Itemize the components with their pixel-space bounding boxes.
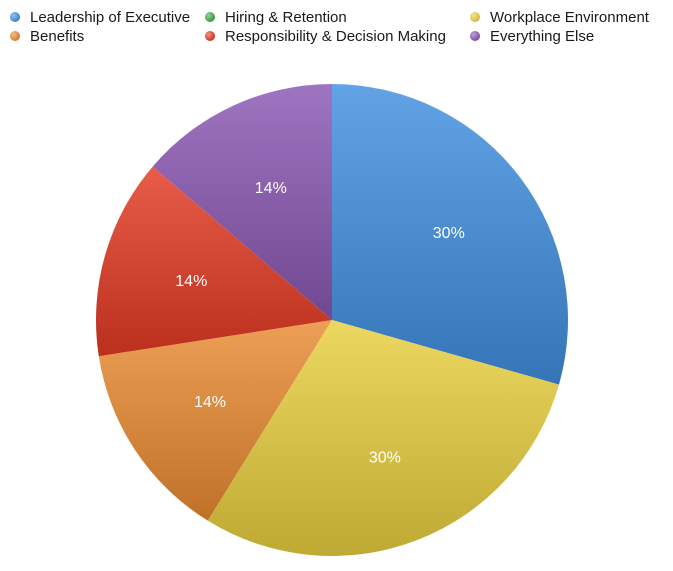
legend-label-workplace-environment: Workplace Environment — [490, 9, 650, 26]
legend-marker-leadership-of-executive — [10, 12, 20, 22]
slice-workplace-environment — [207, 320, 559, 556]
legend-label-leadership-of-executive: Leadership of Executive — [30, 9, 190, 26]
slice-label-responsibility-and-decision-making: 14% — [175, 273, 207, 290]
legend-marker-workplace-environment — [470, 12, 480, 22]
legend-marker-responsibility-and-decision-making — [205, 31, 215, 41]
pie-slices — [95, 84, 568, 556]
slice-everything-else — [152, 84, 332, 320]
slice-benefits — [98, 320, 332, 521]
legend-label-responsibility-and-decision-making: Responsibility & Decision Making — [225, 28, 446, 45]
legend-marker-everything-else — [470, 31, 480, 41]
legend-label-hiring-and-retention: Hiring & Retention — [225, 9, 347, 26]
slice-leadership-of-executive — [332, 84, 568, 385]
slice-label-benefits: 14% — [194, 394, 226, 411]
legend-label-benefits: Benefits — [30, 28, 84, 45]
legend-marker-benefits — [10, 31, 20, 41]
legend-label-everything-else: Everything Else — [490, 28, 594, 45]
slice-label-everything-else: 14% — [255, 180, 287, 197]
slice-label-workplace-environment: 30% — [369, 449, 401, 466]
slice-label-leadership-of-executive: 30% — [433, 225, 465, 242]
legend-marker-hiring-and-retention — [205, 12, 215, 22]
slice-responsibility-and-decision-making — [95, 166, 332, 357]
slice-labels: 30% 30% 14% 14% 14% — [175, 180, 465, 466]
legend: Leadership of Executive Benefits Hiring & … — [10, 9, 650, 45]
